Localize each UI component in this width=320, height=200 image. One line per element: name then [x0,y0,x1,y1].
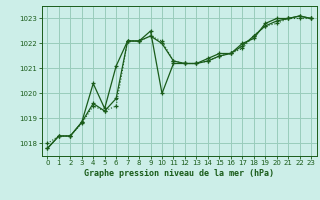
X-axis label: Graphe pression niveau de la mer (hPa): Graphe pression niveau de la mer (hPa) [84,169,274,178]
